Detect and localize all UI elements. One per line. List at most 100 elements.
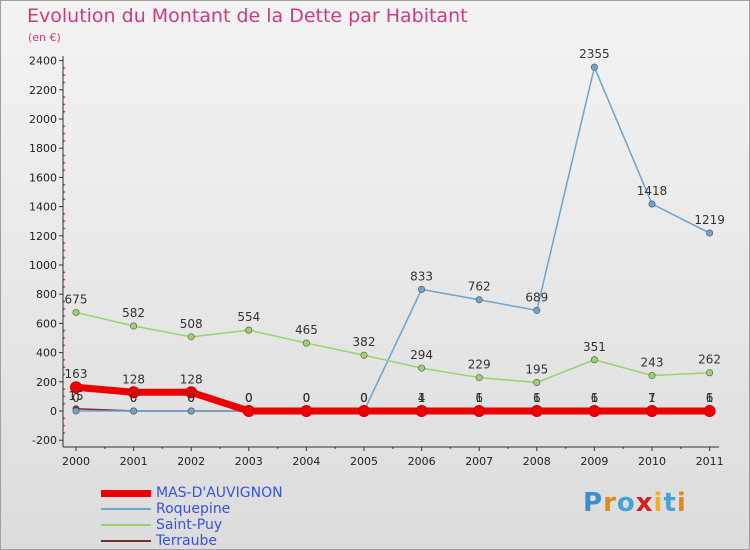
y-minor-tick — [63, 191, 65, 193]
y-minor-tick — [63, 169, 65, 172]
y-minor-tick — [63, 307, 65, 310]
x-minor-tick — [391, 447, 394, 449]
logo-letter: P — [583, 488, 604, 518]
legend-label: Roquepine — [156, 501, 231, 517]
y-minor-tick — [63, 103, 65, 106]
data-point — [358, 405, 370, 417]
data-point — [588, 405, 601, 417]
data-label: 0 — [360, 391, 368, 405]
y-minor-tick — [63, 388, 65, 390]
y-tick-label: 1800 — [29, 142, 57, 155]
x-tick-label: 2002 — [177, 455, 205, 468]
logo-letter: o — [616, 488, 636, 518]
data-label: 1 — [648, 391, 656, 405]
data-label: 0 — [303, 391, 311, 405]
proxiti-logo: Proxiti — [583, 488, 687, 518]
legend-label: Saint-Puy — [156, 517, 223, 533]
y-minor-tick — [63, 278, 65, 281]
x-minor-tick — [679, 447, 682, 449]
y-tick-label: 2000 — [29, 113, 57, 126]
data-label: 0 — [130, 391, 138, 405]
series-line — [75, 311, 711, 384]
y-minor-tick — [63, 67, 65, 69]
y-minor-tick — [63, 271, 65, 274]
y-minor-tick — [63, 402, 65, 405]
data-label: 582 — [122, 306, 145, 320]
data-label: 0 — [245, 391, 253, 405]
x-tick-label: 2011 — [696, 455, 724, 468]
data-point — [245, 326, 253, 334]
data-point — [590, 356, 598, 364]
x-tick-label: 2001 — [120, 455, 148, 468]
y-tick-label: 0 — [50, 405, 57, 418]
chart-subtitle: (en €) — [28, 31, 61, 44]
data-label: 1 — [591, 391, 599, 405]
x-tick-label: 2010 — [638, 455, 666, 468]
data-point — [475, 296, 483, 304]
data-label: 294 — [410, 348, 433, 362]
y-minor-tick — [63, 256, 65, 259]
data-point — [533, 379, 541, 387]
data-point — [415, 405, 428, 417]
logo-letter: t — [663, 488, 677, 518]
data-label: 465 — [295, 323, 318, 337]
y-minor-tick — [63, 337, 65, 339]
data-label: 15 — [68, 389, 83, 403]
data-label: 7 — [648, 391, 656, 405]
y-minor-tick — [63, 242, 65, 245]
data-label: 0 — [303, 391, 311, 405]
logo-letter: i — [653, 488, 664, 518]
x-tick-label: 2006 — [408, 455, 436, 468]
x-tick-label: 2005 — [350, 455, 378, 468]
y-tick-label: 2200 — [29, 84, 57, 97]
y-tick-label: 1600 — [29, 171, 57, 184]
y-minor-tick — [63, 373, 65, 376]
legend-label: MAS-D'AUVIGNON — [156, 485, 283, 501]
x-tick-label: 2000 — [62, 455, 90, 468]
x-minor-tick — [622, 447, 625, 449]
data-label: 1 — [475, 391, 483, 405]
data-label: 6 — [706, 391, 714, 405]
data-label: 0 — [245, 391, 253, 405]
data-point — [706, 369, 714, 377]
y-minor-tick — [63, 424, 65, 427]
y-minor-tick — [63, 300, 65, 303]
data-point — [706, 229, 714, 237]
data-point — [703, 405, 716, 417]
y-minor-tick — [63, 395, 65, 398]
data-point — [360, 351, 368, 359]
data-label: 0 — [360, 391, 368, 405]
y-minor-tick — [63, 249, 65, 252]
data-label: 689 — [525, 290, 548, 304]
x-minor-tick — [507, 447, 509, 449]
y-minor-tick — [63, 417, 65, 420]
logo-letter: i — [676, 488, 687, 518]
y-minor-tick — [63, 198, 65, 201]
y-tick-label: 200 — [36, 376, 57, 389]
x-tick-label: 2009 — [580, 455, 608, 468]
legend-swatch — [101, 524, 151, 526]
data-point — [533, 306, 541, 314]
x-minor-tick — [449, 447, 452, 449]
y-tick-label: 600 — [36, 317, 57, 330]
y-tick-label: -200 — [32, 434, 57, 447]
data-label: 0 — [130, 391, 138, 405]
y-tick-label: 1400 — [29, 201, 57, 214]
legend-swatch — [101, 508, 151, 510]
data-label: 195 — [525, 363, 548, 377]
data-label: 128 — [122, 372, 145, 386]
y-minor-tick — [63, 315, 65, 317]
data-point — [648, 200, 656, 208]
data-label: 382 — [353, 335, 376, 349]
data-point — [185, 386, 198, 399]
data-point — [72, 308, 80, 316]
data-point — [242, 405, 255, 417]
legend-swatch — [101, 540, 151, 542]
data-label: 351 — [583, 340, 606, 354]
y-minor-tick — [63, 161, 65, 164]
data-label: 0 — [360, 391, 368, 405]
y-minor-tick — [63, 81, 65, 84]
data-label: 229 — [468, 358, 491, 372]
y-minor-tick — [63, 96, 65, 98]
